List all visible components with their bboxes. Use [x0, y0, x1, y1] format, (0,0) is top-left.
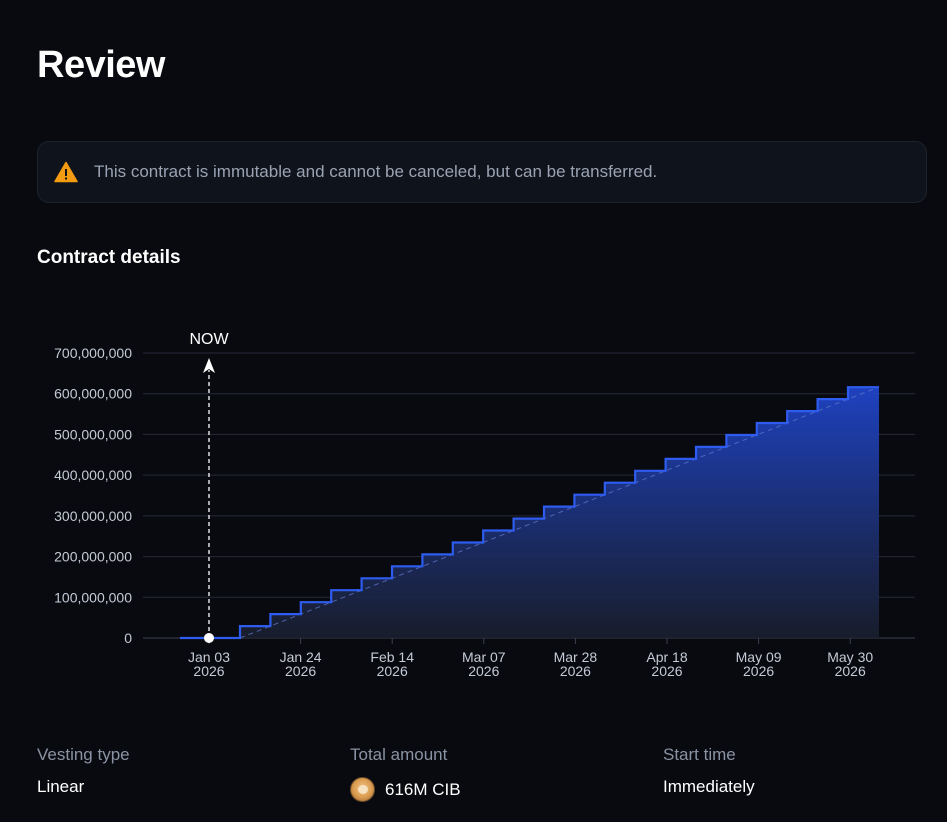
vesting-type-label: Vesting type	[37, 745, 130, 764]
y-tick-label: 300,000,000	[54, 508, 132, 524]
total-amount-value: 616M CIB	[385, 779, 461, 799]
y-tick-label: 600,000,000	[54, 386, 132, 402]
total-amount-row: 616M CIB	[350, 777, 461, 802]
linear-trend-line	[239, 386, 879, 639]
y-tick-label: 700,000,000	[54, 345, 132, 361]
total-amount-field: Total amount 616M CIB	[350, 745, 461, 802]
warning-text: This contract is immutable and cannot be…	[94, 162, 658, 181]
x-tick-label: Mar 28	[554, 649, 598, 665]
now-marker-dot	[204, 633, 214, 643]
x-tick-label: Jan 03	[188, 649, 230, 665]
y-tick-label: 0	[124, 630, 132, 646]
vesting-type-field: Vesting type Linear	[37, 745, 130, 797]
token-avatar-icon	[350, 777, 375, 802]
x-tick-year-label: 2026	[377, 663, 408, 679]
x-tick-year-label: 2026	[468, 663, 499, 679]
section-title: Contract details	[37, 247, 181, 268]
y-tick-label: 100,000,000	[54, 589, 132, 605]
vesting-chart: NOW 700,000,000 600,000,000 500,000,000 400…	[54, 331, 915, 679]
vesting-area	[180, 387, 879, 638]
x-tick-year-label: 2026	[560, 663, 591, 679]
x-tick-label: Jan 24	[280, 649, 322, 665]
x-tick-label: May 09	[736, 649, 782, 665]
now-label: NOW	[189, 331, 229, 348]
y-tick-label: 200,000,000	[54, 549, 132, 565]
x-tick-year-label: 2026	[835, 663, 866, 679]
warning-triangle-icon	[54, 161, 78, 183]
start-time-value: Immediately	[663, 777, 755, 796]
x-tick-label: Mar 07	[462, 649, 506, 665]
x-tick-year-label: 2026	[193, 663, 224, 679]
x-tick-year-label: 2026	[743, 663, 774, 679]
vesting-type-value: Linear	[37, 777, 85, 796]
x-tick-label: Apr 18	[646, 649, 687, 665]
x-tick-label: Feb 14	[370, 649, 414, 665]
x-tick-label: May 30	[827, 649, 873, 665]
start-time-field: Start time Immediately	[663, 745, 755, 797]
y-tick-label: 500,000,000	[54, 426, 132, 442]
x-tick-year-label: 2026	[651, 663, 682, 679]
y-tick-label: 400,000,000	[54, 467, 132, 483]
vesting-step-line	[180, 386, 879, 640]
total-amount-label: Total amount	[350, 745, 448, 764]
x-tick-year-label: 2026	[285, 663, 316, 679]
immutable-warning-banner: This contract is immutable and cannot be…	[37, 141, 927, 203]
page-title: Review	[37, 44, 165, 86]
now-arrow-icon	[203, 358, 215, 373]
start-time-label: Start time	[663, 745, 736, 764]
